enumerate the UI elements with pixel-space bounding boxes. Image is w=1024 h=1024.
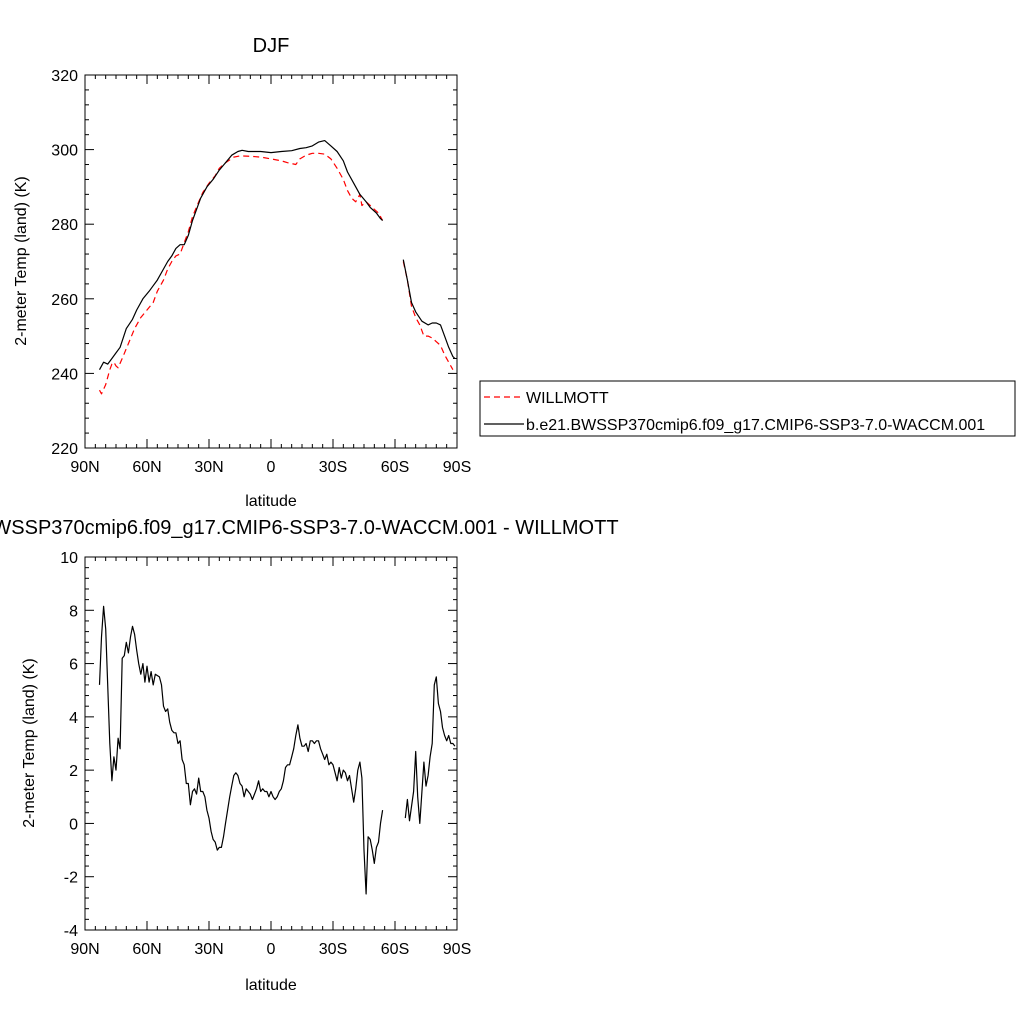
legend-label-model: b.e21.BWSSP370cmip6.f09_g17.CMIP6-SSP3-7…: [526, 417, 985, 434]
bottom-x-tick-label: 30N: [194, 941, 223, 958]
top-series-0-line-segment-1: [402, 261, 454, 370]
bottom-title: b.e21.BWSSP370cmip6.f09_g17.CMIP6-SSP3-7…: [0, 517, 619, 539]
legend: WILLMOTT b.e21.BWSSP370cmip6.f09_g17.CMI…: [479, 380, 1016, 437]
top-y-tick-label: 300: [51, 143, 78, 160]
bottom-y-tick-label: -2: [64, 870, 78, 887]
legend-label-willmott: WILLMOTT: [526, 390, 609, 407]
top-x-tick-label: 30N: [194, 459, 223, 476]
top-series-1-line-segment-1: [402, 259, 456, 359]
bottom-x-tick-label: 90N: [70, 941, 99, 958]
top-y-tick-label: 260: [51, 292, 78, 309]
top-y-tick-label: 280: [51, 217, 78, 234]
top-x-tick-label: 60S: [381, 459, 409, 476]
bottom-xlabel: latitude: [245, 977, 297, 994]
top-x-tick-label: 60N: [132, 459, 161, 476]
bottom-y-tick-label: -4: [64, 923, 78, 940]
legend-box: [479, 380, 1016, 437]
bottom-plot-area: 90N 60N 30N 0 30S 60S 90S -4 -2 0 2 4 6 8 10: [60, 550, 471, 958]
bottom-y-tick-label: 8: [69, 603, 78, 620]
top-panel: DJF 90N 60N 30N 0 30S 60S 90S 220 240 260 280 300 32…: [13, 35, 471, 510]
bottom-series-0-line-segment-1: [404, 676, 456, 825]
top-y-tick-label: 320: [51, 68, 78, 85]
bottom-x-tick-label: 90S: [443, 941, 471, 958]
bottom-panel: b.e21.BWSSP370cmip6.f09_g17.CMIP6-SSP3-7…: [0, 517, 619, 994]
bottom-plot-frame: [84, 556, 458, 931]
bottom-x-tick-label: 60N: [132, 941, 161, 958]
bottom-y-tick-label: 6: [69, 657, 78, 674]
top-x-tick-label: 0: [267, 459, 276, 476]
top-x-tick-label: 90S: [443, 459, 471, 476]
top-xlabel: latitude: [245, 493, 297, 510]
bottom-ylabel: 2-meter Temp (land) (K): [21, 658, 38, 828]
top-plot-frame: [84, 74, 458, 449]
bottom-x-tick-label: 60S: [381, 941, 409, 958]
top-y-tick-label: 240: [51, 366, 78, 383]
bottom-y-tick-label: 10: [60, 550, 78, 567]
bottom-series-0-line-segment-0: [98, 605, 384, 895]
top-series-0-line-segment-0: [98, 152, 384, 395]
top-series-1-line-segment-0: [98, 140, 384, 370]
top-plot-area: 90N 60N 30N 0 30S 60S 90S 220 240 260 280 300 320: [51, 68, 471, 476]
bottom-y-tick-label: 2: [69, 763, 78, 780]
top-x-tick-label: 30S: [319, 459, 347, 476]
top-x-tick-label: 90N: [70, 459, 99, 476]
bottom-y-tick-label: 0: [69, 816, 78, 833]
bottom-x-tick-label: 30S: [319, 941, 347, 958]
top-ylabel: 2-meter Temp (land) (K): [13, 176, 30, 346]
top-title: DJF: [253, 35, 290, 57]
bottom-x-tick-label: 0: [267, 941, 276, 958]
top-y-tick-label: 220: [51, 441, 78, 458]
bottom-y-tick-label: 4: [69, 710, 78, 727]
